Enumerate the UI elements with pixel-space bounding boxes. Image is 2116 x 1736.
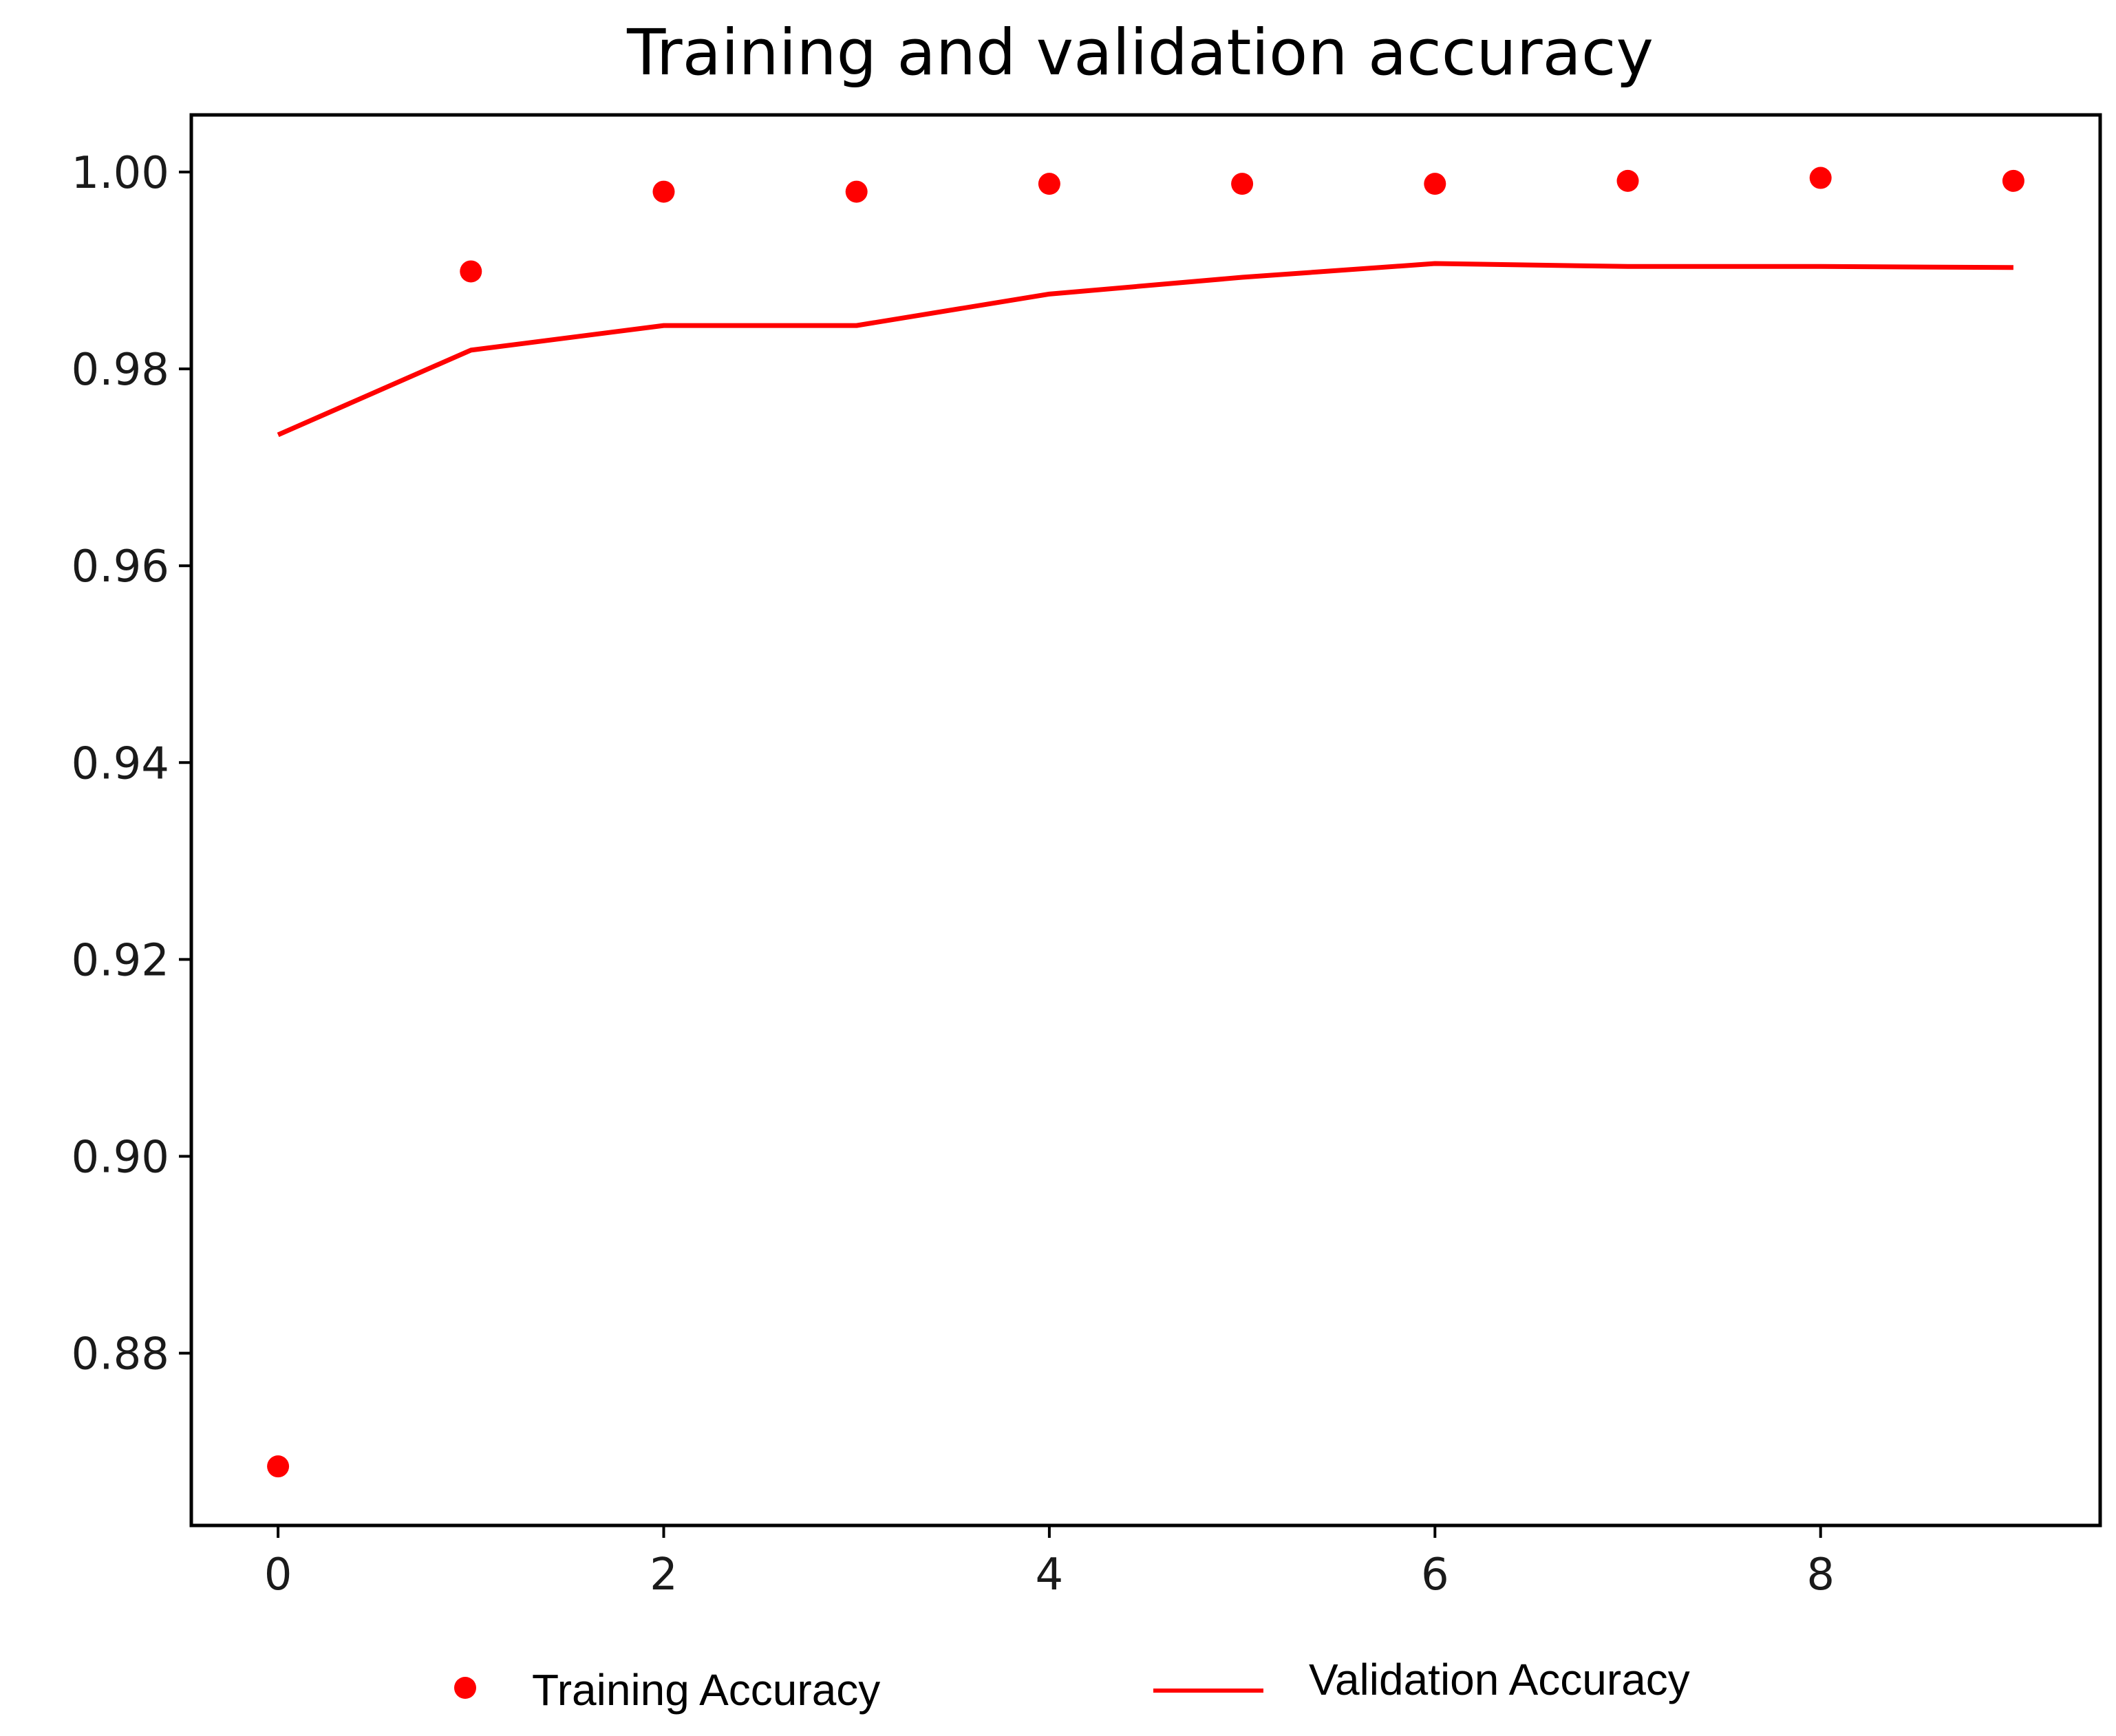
x-tick-label: 2 <box>650 1550 678 1600</box>
x-tick-label: 6 <box>1421 1550 1449 1600</box>
y-axis: 0.88 0.90 0.92 0.94 0.96 0.98 1.00 <box>72 148 191 1380</box>
y-tick-label: 0.94 <box>72 738 170 789</box>
training-accuracy-point <box>1038 173 1060 195</box>
training-accuracy-point <box>267 1455 290 1478</box>
training-accuracy-point <box>1424 173 1446 195</box>
y-tick-label: 0.96 <box>72 542 170 592</box>
training-accuracy-point <box>1231 173 1254 195</box>
training-accuracy-point <box>2002 169 2024 192</box>
x-tick-label: 4 <box>1036 1550 1064 1600</box>
validation-accuracy-line <box>277 261 2013 438</box>
plot-area-frame <box>189 113 2102 1528</box>
legend-label-validation: Validation Accuracy <box>1309 1655 1690 1704</box>
y-tick-label: 0.88 <box>72 1329 170 1380</box>
legend: Training Accuracy Validation Accuracy <box>454 1655 1690 1715</box>
series-layer <box>267 167 2024 1478</box>
training-accuracy-point <box>652 180 675 203</box>
x-tick-label: 8 <box>1806 1550 1835 1600</box>
training-accuracy-point <box>1616 169 1639 192</box>
x-tick-label: 0 <box>264 1550 292 1600</box>
training-accuracy-point <box>845 180 868 203</box>
training-accuracy-point <box>460 260 482 283</box>
y-tick-label: 0.92 <box>72 935 170 986</box>
legend-label-training: Training Accuracy <box>532 1665 880 1715</box>
y-tick-label: 0.98 <box>72 345 170 396</box>
y-tick-label: 1.00 <box>72 148 170 199</box>
training-accuracy-point <box>1809 167 1832 189</box>
y-tick-label: 0.90 <box>72 1133 170 1183</box>
x-axis: 0 2 4 6 8 <box>264 1525 1835 1600</box>
chart-title: Training and validation accuracy <box>626 16 1654 89</box>
legend-marker-training <box>454 1677 476 1699</box>
